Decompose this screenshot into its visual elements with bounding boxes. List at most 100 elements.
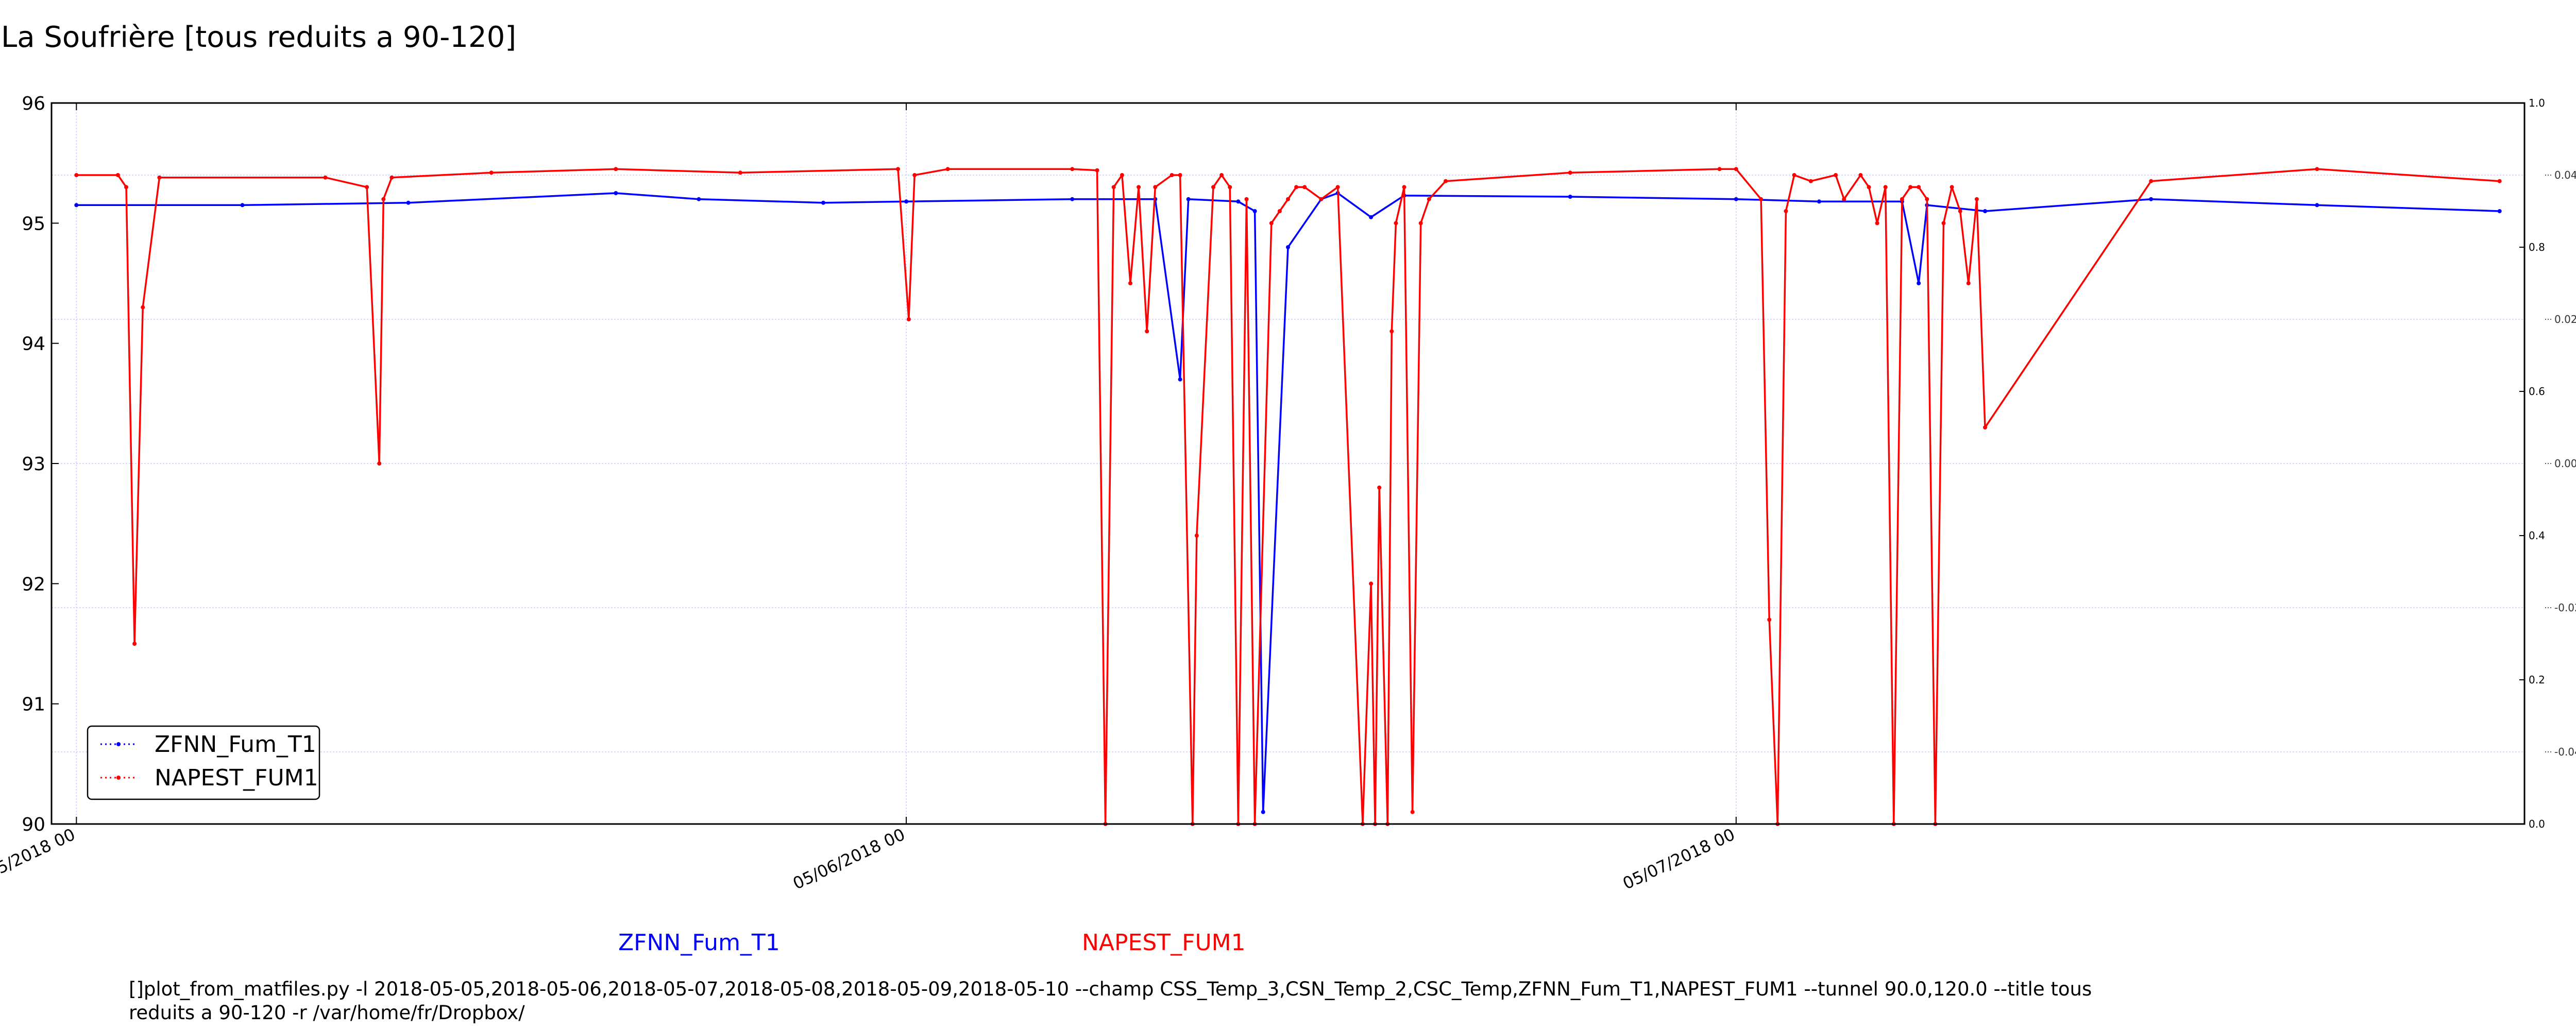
data-point-napest_fum1-72 bbox=[1900, 197, 1904, 201]
series-caption-zfnn: ZFNN_Fum_T1 bbox=[618, 930, 780, 956]
legend-entry-napest[interactable]: NAPEST_FUM1 bbox=[100, 765, 318, 791]
data-point-napest_fum1-3 bbox=[132, 642, 137, 646]
data-point-zfnn_fum_t1-9 bbox=[1178, 377, 1182, 382]
data-point-napest_fum1-19 bbox=[1095, 168, 1099, 173]
data-point-zfnn_fum_t1-13 bbox=[1261, 810, 1265, 814]
data-point-napest_fum1-60 bbox=[1767, 617, 1772, 622]
data-point-napest_fum1-25 bbox=[1145, 329, 1149, 334]
data-point-napest_fum1-66 bbox=[1842, 197, 1846, 201]
data-point-napest_fum1-6 bbox=[323, 175, 328, 180]
data-point-napest_fum1-67 bbox=[1858, 173, 1863, 177]
data-point-napest_fum1-37 bbox=[1269, 221, 1274, 226]
data-point-napest_fum1-82 bbox=[1983, 425, 1987, 430]
data-point-napest_fum1-13 bbox=[738, 170, 742, 175]
data-point-zfnn_fum_t1-20 bbox=[1734, 197, 1738, 201]
data-point-napest_fum1-30 bbox=[1194, 534, 1199, 538]
data-point-napest_fum1-83 bbox=[2149, 179, 2154, 183]
right-inner-tick-label-3: -0.02 bbox=[2554, 602, 2576, 614]
data-point-zfnn_fum_t1-5 bbox=[821, 200, 825, 205]
legend-entry-zfnn[interactable]: ZFNN_Fum_T1 bbox=[100, 731, 316, 758]
data-point-zfnn_fum_t1-7 bbox=[1070, 197, 1075, 201]
data-point-zfnn_fum_t1-0 bbox=[74, 203, 79, 208]
data-point-napest_fum1-62 bbox=[1784, 209, 1788, 213]
data-point-napest_fum1-14 bbox=[896, 167, 900, 171]
grid-lines bbox=[52, 103, 2524, 824]
data-point-napest_fum1-53 bbox=[1418, 221, 1423, 226]
data-point-napest_fum1-45 bbox=[1369, 581, 1374, 586]
data-point-napest_fum1-4 bbox=[141, 305, 145, 310]
data-point-zfnn_fum_t1-10 bbox=[1186, 197, 1191, 201]
data-point-napest_fum1-52 bbox=[1410, 810, 1415, 814]
data-point-zfnn_fum_t1-26 bbox=[2149, 197, 2154, 201]
chart-title: La Soufrière [tous reduits a 90-120] bbox=[1, 21, 517, 54]
right-outer-tick-label-2: 0.6 bbox=[2529, 385, 2545, 398]
legend-label-napest: NAPEST_FUM1 bbox=[155, 765, 318, 791]
y-tick-label-6: 90 bbox=[22, 814, 45, 835]
data-point-napest_fum1-39 bbox=[1286, 197, 1290, 201]
right-outer-tick-label-4: 0.2 bbox=[2529, 674, 2545, 686]
data-point-napest_fum1-18 bbox=[1070, 167, 1075, 171]
y-tick-label-2: 94 bbox=[22, 334, 45, 355]
series-layer bbox=[74, 167, 2502, 826]
data-point-napest_fum1-49 bbox=[1389, 329, 1394, 334]
data-point-napest_fum1-68 bbox=[1867, 185, 1871, 190]
data-point-napest_fum1-43 bbox=[1335, 185, 1340, 190]
data-point-napest_fum1-41 bbox=[1302, 185, 1307, 190]
data-point-napest_fum1-28 bbox=[1178, 173, 1182, 177]
data-point-zfnn_fum_t1-23 bbox=[1917, 281, 1921, 285]
data-point-napest_fum1-84 bbox=[2315, 167, 2319, 171]
data-point-zfnn_fum_t1-6 bbox=[904, 199, 909, 204]
data-point-napest_fum1-59 bbox=[1759, 197, 1764, 201]
data-point-napest_fum1-70 bbox=[1883, 185, 1888, 190]
data-point-napest_fum1-2 bbox=[124, 185, 128, 190]
data-point-zfnn_fum_t1-2 bbox=[406, 200, 411, 205]
data-point-napest_fum1-33 bbox=[1228, 185, 1232, 190]
legend-box bbox=[87, 725, 320, 800]
data-point-napest_fum1-1 bbox=[115, 173, 120, 177]
data-point-napest_fum1-38 bbox=[1277, 209, 1282, 213]
data-point-napest_fum1-5 bbox=[157, 175, 162, 180]
right-inner-tick-label-4: -0.04 bbox=[2554, 746, 2576, 758]
data-point-zfnn_fum_t1-21 bbox=[1817, 199, 1821, 204]
data-point-napest_fum1-23 bbox=[1128, 281, 1132, 285]
data-point-napest_fum1-21 bbox=[1111, 185, 1116, 190]
data-point-napest_fum1-40 bbox=[1294, 185, 1299, 190]
data-point-zfnn_fum_t1-3 bbox=[614, 191, 618, 195]
right-inner-tick-label-2: 0.00 bbox=[2554, 457, 2576, 470]
right-outer-tick-label-3: 0.4 bbox=[2529, 529, 2545, 542]
data-point-zfnn_fum_t1-11 bbox=[1236, 199, 1241, 204]
x-tick-label-2: 05/07/2018 00 bbox=[1620, 825, 1738, 894]
data-point-napest_fum1-31 bbox=[1211, 185, 1215, 190]
data-point-napest_fum1-12 bbox=[614, 167, 618, 171]
data-point-napest_fum1-24 bbox=[1137, 185, 1141, 190]
legend[interactable]: ZFNN_Fum_T1 NAPEST_FUM1 bbox=[87, 725, 320, 800]
data-point-napest_fum1-74 bbox=[1917, 185, 1921, 190]
y-tick-label-0: 96 bbox=[22, 93, 45, 114]
legend-marker-zfnn bbox=[116, 742, 121, 746]
data-point-napest_fum1-32 bbox=[1219, 173, 1224, 177]
data-point-napest_fum1-69 bbox=[1875, 221, 1879, 226]
data-point-napest_fum1-55 bbox=[1444, 179, 1448, 183]
y-tick-label-1: 95 bbox=[22, 213, 45, 234]
data-point-napest_fum1-81 bbox=[1974, 197, 1979, 201]
right-outer-tick-label-5: 0.0 bbox=[2529, 818, 2545, 830]
data-point-napest_fum1-22 bbox=[1120, 173, 1124, 177]
data-point-napest_fum1-80 bbox=[1966, 281, 1971, 285]
data-point-zfnn_fum_t1-14 bbox=[1286, 245, 1290, 249]
data-point-zfnn_fum_t1-25 bbox=[1983, 209, 1987, 213]
data-point-napest_fum1-35 bbox=[1244, 197, 1249, 201]
data-point-napest_fum1-9 bbox=[381, 197, 386, 201]
right-inner-tick-label-1: 0.02 bbox=[2554, 313, 2576, 325]
data-point-napest_fum1-7 bbox=[365, 185, 369, 190]
data-point-zfnn_fum_t1-1 bbox=[240, 203, 245, 208]
data-point-zfnn_fum_t1-27 bbox=[2315, 203, 2319, 208]
series-caption-napest: NAPEST_FUM1 bbox=[1082, 930, 1246, 956]
data-point-zfnn_fum_t1-12 bbox=[1252, 209, 1257, 213]
data-point-zfnn_fum_t1-19 bbox=[1568, 195, 1572, 199]
data-point-napest_fum1-64 bbox=[1808, 179, 1813, 183]
series-line-napest_fum1 bbox=[76, 168, 2500, 825]
right-outer-tick-label-0: 1.0 bbox=[2529, 97, 2545, 109]
legend-label-zfnn: ZFNN_Fum_T1 bbox=[155, 731, 316, 758]
data-point-napest_fum1-73 bbox=[1908, 185, 1913, 190]
